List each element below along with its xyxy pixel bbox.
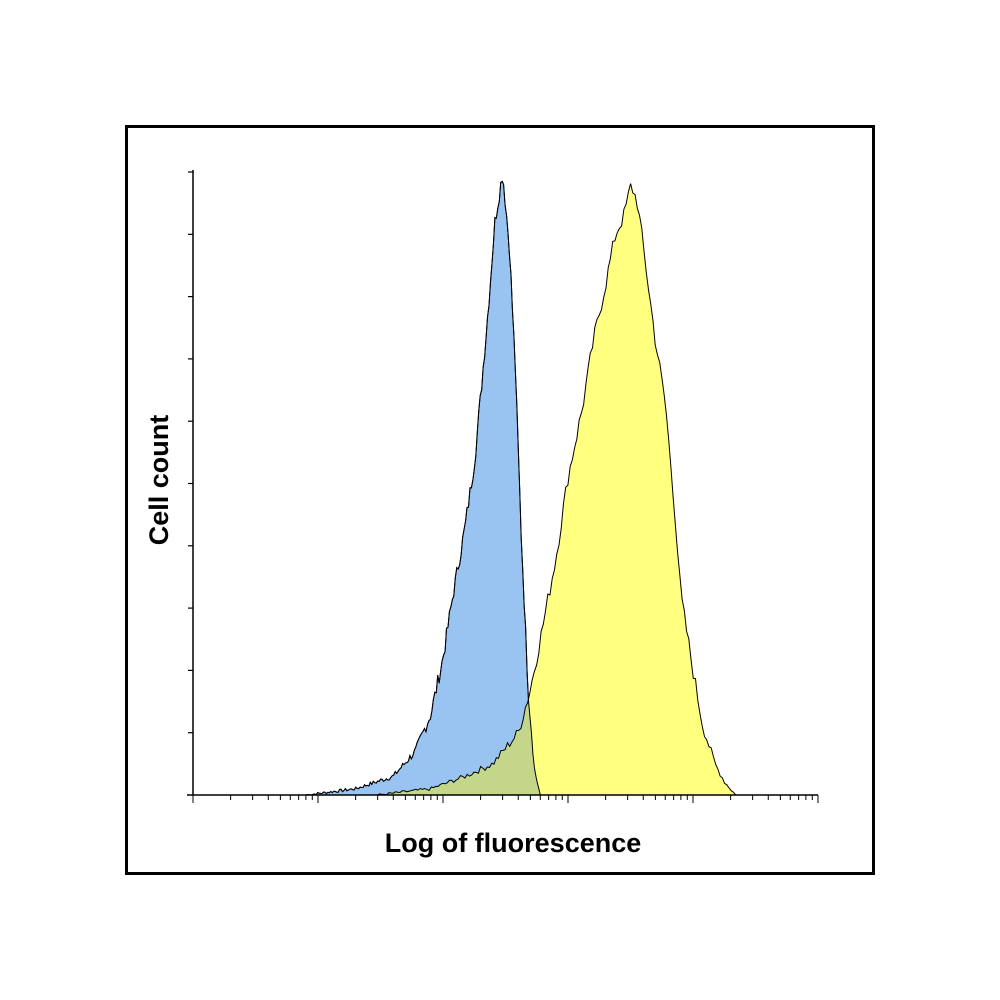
series-sample-outline: [377, 183, 737, 796]
y-axis-title: Cell count: [144, 415, 174, 546]
x-axis-title: Log of fluorescence: [385, 828, 642, 858]
series-layer: [305, 180, 737, 796]
axes-layer: [187, 170, 819, 803]
series-sample-area: [377, 183, 736, 796]
y-axis-ticks: [188, 171, 193, 734]
series-control-outline: [305, 180, 541, 796]
series-control-area: [305, 180, 541, 796]
x-axis-ticks: [192, 795, 819, 803]
